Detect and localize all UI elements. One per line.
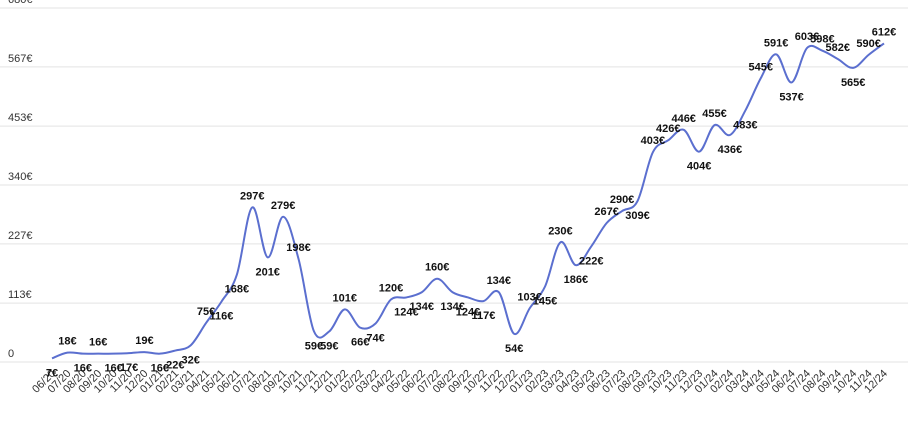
value-label: 54€ <box>505 343 523 355</box>
value-label: 436€ <box>718 144 742 156</box>
value-label: 17€ <box>120 362 138 374</box>
value-label: 74€ <box>366 332 384 344</box>
value-label: 59€ <box>320 340 338 352</box>
value-label: 7€ <box>46 367 58 379</box>
value-label: 230€ <box>548 225 572 237</box>
value-label: 32€ <box>181 354 199 366</box>
value-label: 16€ <box>89 337 107 349</box>
y-tick-label: 0 <box>8 348 14 360</box>
value-label: 297€ <box>240 190 264 202</box>
value-label: 59€ <box>305 340 323 352</box>
value-label: 404€ <box>687 161 711 173</box>
value-label: 565€ <box>841 77 865 89</box>
y-tick-label: 567€ <box>8 53 32 65</box>
value-label: 603€ <box>795 31 819 43</box>
y-tick-label: 453€ <box>8 112 32 124</box>
value-label: 103€ <box>517 291 541 303</box>
value-label: 537€ <box>779 91 803 103</box>
value-label: 16€ <box>74 363 92 375</box>
value-label: 22€ <box>166 360 184 372</box>
value-label: 124€ <box>456 306 480 318</box>
value-label: 403€ <box>641 135 665 147</box>
value-label: 145€ <box>533 296 557 308</box>
value-label: 590€ <box>856 38 880 50</box>
value-label: 120€ <box>379 283 403 295</box>
value-label: 446€ <box>671 113 695 125</box>
y-tick-label: 227€ <box>8 230 32 242</box>
y-tick-label: 680€ <box>8 0 32 6</box>
value-label: 101€ <box>332 292 356 304</box>
value-label: 75€ <box>197 306 215 318</box>
value-label: 426€ <box>656 123 680 135</box>
value-label: 582€ <box>826 42 850 54</box>
value-label: 309€ <box>625 210 649 222</box>
value-label: 612€ <box>872 26 896 38</box>
data-line <box>51 42 885 360</box>
value-label: 134€ <box>487 275 511 287</box>
value-label: 117€ <box>471 310 495 322</box>
value-label: 483€ <box>733 120 757 132</box>
value-label: 201€ <box>255 266 279 278</box>
value-label: 222€ <box>579 255 603 267</box>
value-label: 455€ <box>702 108 726 120</box>
value-label: 18€ <box>58 336 76 348</box>
value-label: 16€ <box>104 363 122 375</box>
value-label: 168€ <box>225 284 249 296</box>
value-label: 16€ <box>151 363 169 375</box>
value-label: 134€ <box>440 301 464 313</box>
value-label: 186€ <box>564 274 588 286</box>
value-label: 598€ <box>810 34 834 46</box>
value-label: 198€ <box>286 242 310 254</box>
value-label: 545€ <box>748 61 772 73</box>
value-label: 66€ <box>351 337 369 349</box>
y-tick-label: 340€ <box>8 171 32 183</box>
value-label: 134€ <box>410 301 434 313</box>
value-label: 160€ <box>425 262 449 274</box>
value-label: 290€ <box>610 194 634 206</box>
value-label: 19€ <box>135 335 153 347</box>
value-label: 591€ <box>764 37 788 49</box>
value-label: 267€ <box>594 206 618 218</box>
value-label: 279€ <box>271 200 295 212</box>
value-label: 116€ <box>210 311 234 323</box>
value-label: 124€ <box>394 306 418 318</box>
y-tick-label: 113€ <box>8 289 32 301</box>
